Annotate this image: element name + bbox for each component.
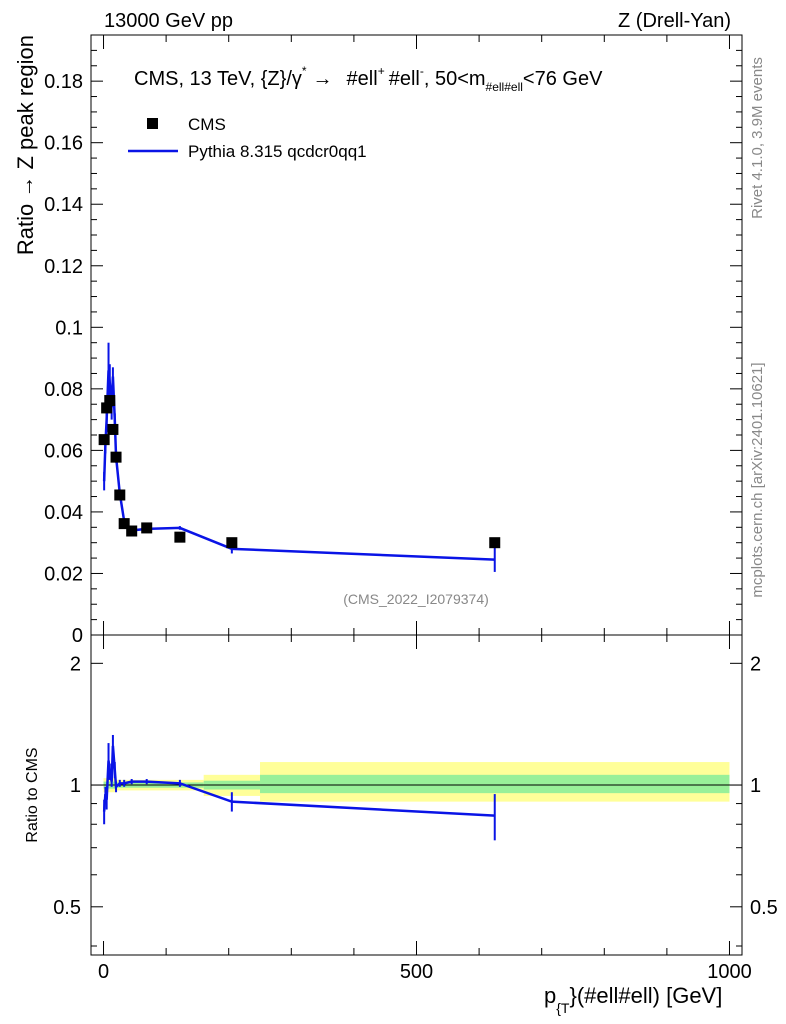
main-data-layer (98, 342, 501, 572)
main-panel: 0 0.02 0.04 0.06 0.08 0.1 0.12 0.14 0.16 0.18 Rat… (13, 34, 743, 647)
main-ytick-label: 0.12 (44, 256, 83, 278)
title-sup1: * (302, 64, 307, 78)
x-label-rest: }(#ell#ell) [GeV] (569, 983, 722, 1008)
main-y-ticks: 0 0.02 0.04 0.06 0.08 0.1 0.12 0.14 0.16 0.18 (44, 49, 742, 647)
cms-data-point (110, 451, 122, 463)
title-sup3: - (420, 64, 424, 78)
main-ytick-label: 0.08 (44, 379, 83, 401)
main-ytick-label: 0.16 (44, 133, 83, 155)
title-ell2: #ell (389, 68, 420, 90)
xtick-label: 0 (98, 961, 109, 983)
cms-data-point (101, 402, 113, 414)
cms-data-point (107, 423, 119, 435)
main-ytick-label: 0 (72, 625, 83, 647)
cms-data-point (226, 537, 238, 549)
main-ytick-label: 0.06 (44, 440, 83, 462)
cms-data-point (104, 395, 116, 407)
legend-pythia-label: Pythia 8.315 qcdcr0qq1 (188, 142, 367, 161)
x-label-sub: {T (556, 1000, 570, 1016)
main-ytick-label: 0.14 (44, 194, 83, 216)
main-ytick-label: 0.1 (55, 317, 83, 339)
cms-data-point (141, 522, 153, 534)
pythia-line (102, 370, 495, 561)
ratio-x-ticks: 0 500 1000 (98, 635, 752, 983)
ratio-data-layer (102, 734, 496, 841)
ratio-ytick-label: 1 (70, 775, 81, 797)
main-ytick-label: 0.18 (44, 71, 83, 93)
header-right: Z (Drell-Yan) (618, 10, 731, 32)
cms-data-point (114, 489, 126, 501)
cms-data-point (489, 537, 501, 549)
title-main: CMS, 13 TeV, {Z}/γ (134, 68, 302, 90)
analysis-watermark: (CMS_2022_I2079374) (343, 591, 489, 607)
xtick-label: 1000 (707, 961, 752, 983)
ratio-y-axis-label: Ratio to CMS (24, 747, 41, 842)
main-ytick-label: 0.04 (44, 502, 83, 524)
xtick-label: 500 (400, 961, 433, 983)
ratio-ytick-label-right: 2 (750, 653, 761, 675)
legend-cms-label: CMS (188, 115, 226, 134)
header-left: 13000 GeV pp (104, 10, 233, 32)
x-label-p: p (544, 983, 556, 1008)
cms-data-point (126, 525, 138, 537)
mcplots-label: mcplots.cern.ch [arXiv:2401.10621] (749, 362, 766, 597)
main-x-ticks (103, 35, 730, 635)
title-sub: #ell#ell (486, 80, 523, 94)
ratio-panel: 0.5 0.5 1 1 2 2 0 500 1000 Ratio to CMS p{T}(#e… (24, 634, 778, 1016)
ratio-bands (103, 762, 730, 802)
ratio-pythia-line (102, 745, 495, 817)
x-axis-label: p{T}(#ell#ell) [GeV] (544, 983, 722, 1016)
ratio-ytick-label-right: 1 (750, 775, 761, 797)
ratio-y-ticks: 0.5 0.5 1 1 2 2 (53, 653, 778, 947)
ratio-ytick-label: 2 (70, 653, 81, 675)
cms-data-point (174, 531, 186, 543)
ratio-ytick-label-right: 0.5 (750, 897, 778, 919)
title-sup2: + (378, 64, 385, 78)
legend-cms-marker (147, 118, 158, 129)
main-ytick-label: 0.02 (44, 563, 83, 585)
title-ell1: #ell (347, 68, 378, 90)
ratio-ytick-label: 0.5 (53, 897, 81, 919)
cms-data-point (98, 434, 110, 446)
main-y-axis-label: Ratio → Z peak region (13, 35, 38, 255)
legend: CMS Pythia 8.315 qcdcr0qq1 (128, 115, 367, 161)
rivet-label: Rivet 4.1.0, 3.9M events (749, 57, 766, 219)
title-range: , 50<m (424, 68, 486, 90)
ratio-band-green (260, 774, 730, 794)
title-tail: <76 GeV (523, 68, 603, 90)
main-plot-title: CMS, 13 TeV, {Z}/γ* → #ell+ #ell-, 50<m#ell… (134, 64, 603, 94)
title-arrow: → (313, 68, 333, 90)
cms-data-point (118, 518, 130, 530)
